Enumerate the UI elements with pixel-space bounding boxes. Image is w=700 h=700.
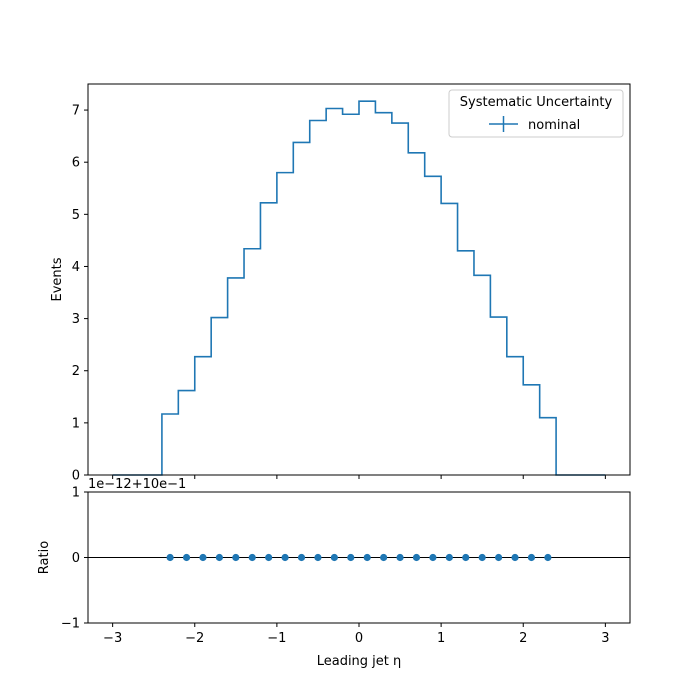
ratio-point <box>429 553 437 562</box>
ratio-point <box>462 553 470 562</box>
x-axis-label: Leading jet η <box>317 654 402 669</box>
ratio-point <box>412 553 421 562</box>
main-y-tick-label: 7 <box>72 104 80 119</box>
ratio-point <box>380 553 388 562</box>
ratio-y-tick-label: −1 <box>61 617 80 632</box>
main-histogram-panel: 0 1 2 3 4 5 6 7 Events Systematic Uncertainty n… <box>50 83 631 484</box>
ratio-series-layer <box>166 553 552 562</box>
ratio-point <box>544 553 552 562</box>
main-y-tick-label: 1 <box>72 416 80 431</box>
ratio-point <box>445 553 453 562</box>
ratio-point <box>166 553 174 562</box>
legend-entry-nominal: nominal <box>528 118 580 133</box>
ratio-point <box>297 553 306 562</box>
main-plot-area <box>88 84 630 475</box>
ratio-point <box>182 553 191 562</box>
main-y-tick-label: 6 <box>72 156 80 171</box>
ratio-x-ticks: −3 −2 −1 0 1 2 3 <box>103 623 610 646</box>
main-y-tick-label: 5 <box>72 208 80 223</box>
ratio-point <box>330 553 338 562</box>
histogram-step-line-nominal <box>112 100 606 476</box>
ratio-point <box>232 553 240 562</box>
ratio-point <box>478 553 486 562</box>
ratio-y-tick-label: 0 <box>72 551 80 566</box>
ratio-offset-text: 1e−12+10e−1 <box>88 477 186 492</box>
ratio-y-axis-label: Ratio <box>37 541 52 574</box>
ratio-point <box>396 553 404 562</box>
x-tick-label: −3 <box>103 631 122 646</box>
main-axes-frame <box>87 83 631 476</box>
ratio-y-ticks: −1 0 1 <box>61 486 88 632</box>
main-y-tick-label: 3 <box>72 312 80 327</box>
ratio-point <box>347 553 355 562</box>
legend-title: Systematic Uncertainty <box>460 95 613 110</box>
main-series-layer <box>112 100 606 476</box>
ratio-panel: −1 0 1 −3 −2 −1 0 1 2 3 1e−12+10e−1 Ratio Leadin… <box>37 477 631 669</box>
main-x-ticks <box>112 475 606 479</box>
main-y-axis-label: Events <box>50 257 65 301</box>
x-tick-label: −1 <box>267 631 286 646</box>
main-y-tick-label: 4 <box>72 260 80 275</box>
main-y-ticks: 0 1 2 3 4 5 6 7 <box>72 104 88 484</box>
main-y-tick-label: 2 <box>72 364 80 379</box>
ratio-point <box>215 553 223 562</box>
x-tick-label: 2 <box>519 631 527 646</box>
x-tick-label: 1 <box>437 631 445 646</box>
ratio-axes-frame <box>87 491 631 624</box>
legend: Systematic Uncertainty nominal <box>448 89 624 138</box>
ratio-point <box>314 553 322 562</box>
ratio-point <box>363 553 371 562</box>
ratio-point <box>248 553 256 562</box>
main-y-tick-label: 0 <box>72 469 80 484</box>
ratio-y-tick-label: 1 <box>72 486 80 501</box>
ratio-point <box>527 553 536 562</box>
legend-box <box>448 89 624 138</box>
ratio-point <box>495 553 503 562</box>
ratio-point <box>265 553 273 562</box>
x-tick-label: 0 <box>355 631 363 646</box>
ratio-point <box>281 553 289 562</box>
x-tick-label: −2 <box>185 631 204 646</box>
x-tick-label: 3 <box>601 631 609 646</box>
ratio-point <box>511 553 519 562</box>
ratio-point <box>199 553 207 562</box>
